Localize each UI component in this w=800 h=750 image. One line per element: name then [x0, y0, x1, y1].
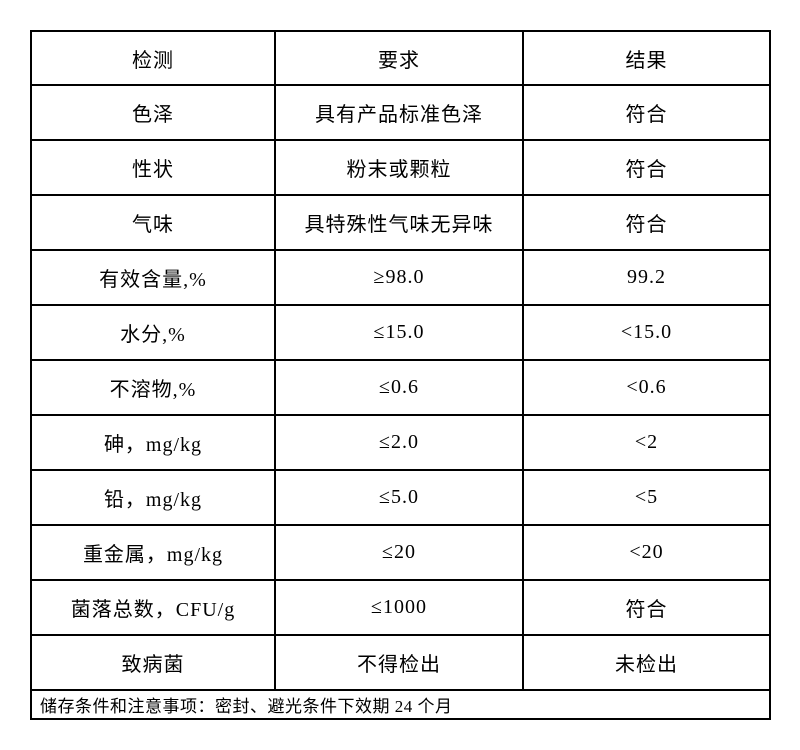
cell-test: 色泽 [30, 84, 276, 141]
cell-requirement: 具有产品标准色泽 [274, 84, 524, 141]
cell-requirement: ≤0.6 [274, 359, 524, 416]
cell-test: 铅，mg/kg [30, 469, 276, 526]
cell-result: 99.2 [522, 249, 771, 306]
column-header-result: 结果 [522, 30, 771, 86]
table-row: 铅，mg/kg ≤5.0 <5 [30, 469, 771, 526]
table-row: 菌落总数，CFU/g ≤1000 符合 [30, 579, 771, 636]
header-row: 检测 要求 结果 [30, 30, 771, 86]
table-row: 致病菌 不得检出 未检出 [30, 634, 771, 691]
cell-test: 重金属，mg/kg [30, 524, 276, 581]
spec-sheet: 检测 要求 结果 色泽 具有产品标准色泽 符合 性状 粉末或颗粒 符合 气味 具… [30, 30, 771, 720]
cell-result: 符合 [522, 579, 771, 636]
column-header-test: 检测 [30, 30, 276, 86]
table-row: 气味 具特殊性气味无异味 符合 [30, 194, 771, 251]
footer-row: 储存条件和注意事项：密封、避光条件下效期 24 个月 [30, 689, 771, 720]
cell-requirement: ≤5.0 [274, 469, 524, 526]
cell-result: <2 [522, 414, 771, 471]
cell-test: 性状 [30, 139, 276, 196]
cell-result: <20 [522, 524, 771, 581]
cell-test: 致病菌 [30, 634, 276, 691]
table-row: 水分,% ≤15.0 <15.0 [30, 304, 771, 361]
storage-note: 储存条件和注意事项：密封、避光条件下效期 24 个月 [30, 689, 771, 720]
cell-result: 符合 [522, 194, 771, 251]
table-row: 不溶物,% ≤0.6 <0.6 [30, 359, 771, 416]
cell-requirement: 粉末或颗粒 [274, 139, 524, 196]
cell-requirement: ≤15.0 [274, 304, 524, 361]
table-row: 有效含量,% ≥98.0 99.2 [30, 249, 771, 306]
cell-test: 水分,% [30, 304, 276, 361]
cell-requirement: ≤20 [274, 524, 524, 581]
cell-requirement: ≤2.0 [274, 414, 524, 471]
cell-result: <15.0 [522, 304, 771, 361]
cell-result: <0.6 [522, 359, 771, 416]
cell-requirement: 具特殊性气味无异味 [274, 194, 524, 251]
cell-requirement: ≥98.0 [274, 249, 524, 306]
table-row: 砷，mg/kg ≤2.0 <2 [30, 414, 771, 471]
cell-test: 菌落总数，CFU/g [30, 579, 276, 636]
cell-result: 符合 [522, 84, 771, 141]
column-header-requirement: 要求 [274, 30, 524, 86]
cell-test: 气味 [30, 194, 276, 251]
table-row: 重金属，mg/kg ≤20 <20 [30, 524, 771, 581]
cell-result: 符合 [522, 139, 771, 196]
cell-test: 砷，mg/kg [30, 414, 276, 471]
cell-test: 有效含量,% [30, 249, 276, 306]
cell-result: 未检出 [522, 634, 771, 691]
cell-requirement: ≤1000 [274, 579, 524, 636]
table-row: 性状 粉末或颗粒 符合 [30, 139, 771, 196]
cell-result: <5 [522, 469, 771, 526]
cell-test: 不溶物,% [30, 359, 276, 416]
cell-requirement: 不得检出 [274, 634, 524, 691]
inspection-table: 检测 要求 结果 色泽 具有产品标准色泽 符合 性状 粉末或颗粒 符合 气味 具… [30, 30, 771, 720]
table-row: 色泽 具有产品标准色泽 符合 [30, 84, 771, 141]
